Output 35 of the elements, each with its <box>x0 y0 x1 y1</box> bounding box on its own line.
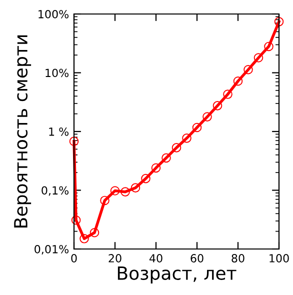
y-axis-title: Вероятность смерти <box>14 35 32 228</box>
point <box>192 122 202 132</box>
point <box>120 187 130 196</box>
y-tick-label: 10% <box>46 68 69 78</box>
point <box>130 183 140 192</box>
x-tick-label: 0 <box>71 254 77 262</box>
point <box>182 134 192 143</box>
x-tick-label: 100 <box>270 254 289 262</box>
point <box>141 174 150 184</box>
point <box>274 17 284 26</box>
point <box>254 53 264 62</box>
point <box>100 196 110 206</box>
point <box>80 234 89 244</box>
y-tick-label: 1 % <box>49 127 69 136</box>
point <box>151 163 161 173</box>
y-tick-label: 0,01% <box>34 244 69 255</box>
point <box>244 64 253 74</box>
x-tick-label: 40 <box>149 254 162 262</box>
point <box>71 215 81 225</box>
point <box>223 90 232 99</box>
x-tick-label: 60 <box>190 254 204 262</box>
point <box>202 112 212 122</box>
x-axis-title: Возраст, лет <box>118 266 236 284</box>
point <box>110 186 120 196</box>
point <box>212 101 222 110</box>
point <box>233 76 243 86</box>
point <box>69 136 79 146</box>
y-tick-label: 0,1% <box>42 186 69 196</box>
point <box>264 42 274 52</box>
point <box>90 228 100 238</box>
y-tick-label: 100% <box>38 10 69 18</box>
point <box>172 143 182 152</box>
x-tick-label: 80 <box>232 254 244 262</box>
x-tick-label: 20 <box>108 254 122 262</box>
point <box>162 153 171 163</box>
